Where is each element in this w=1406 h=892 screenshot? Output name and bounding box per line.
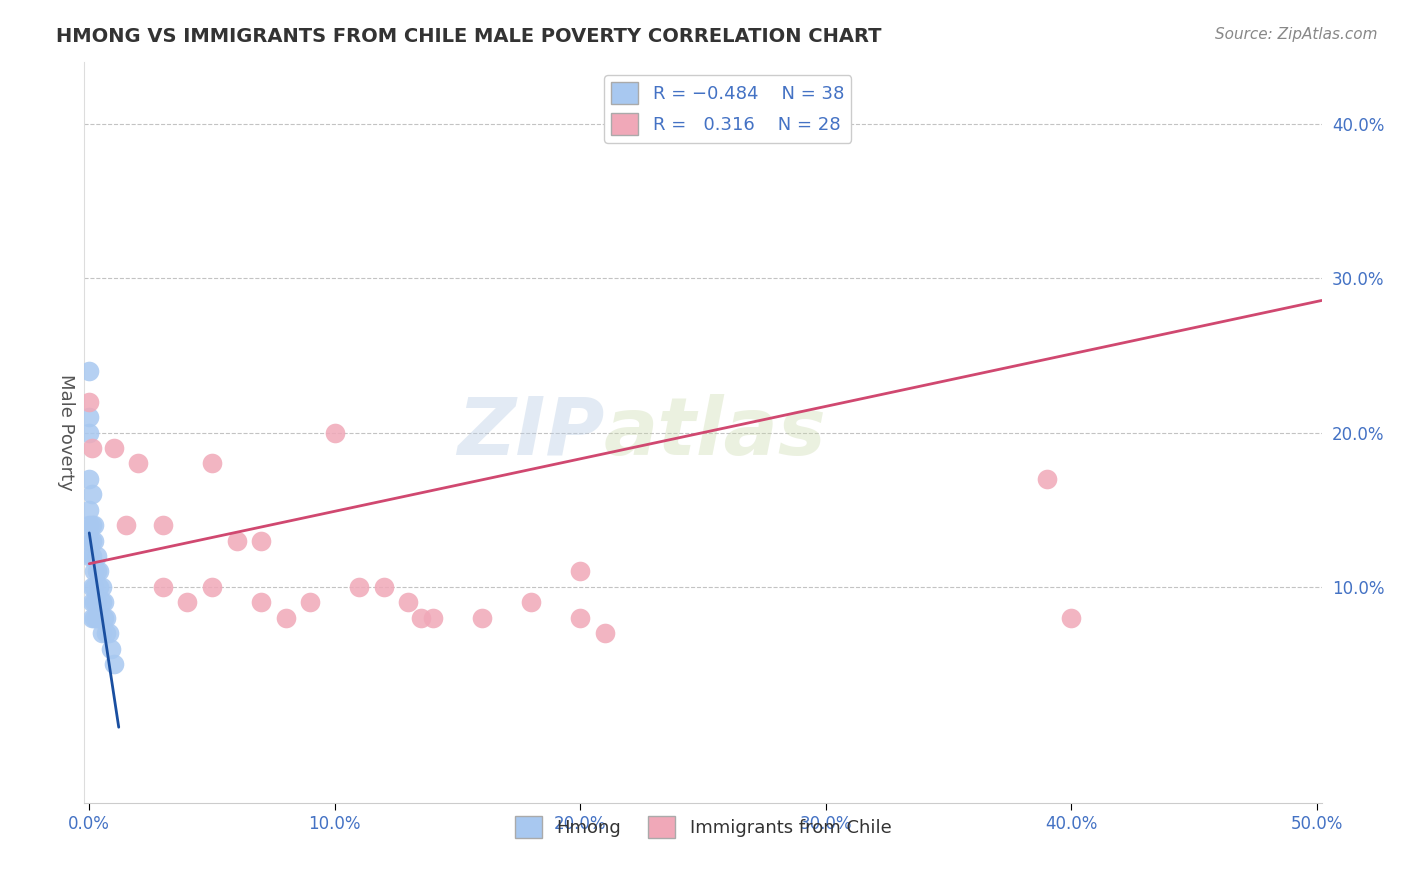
Point <box>90 626 112 640</box>
Point <box>80 441 103 455</box>
Point <box>87 580 110 594</box>
Point <box>80 533 103 548</box>
Point <box>86 610 108 624</box>
Point <box>100 641 122 656</box>
Point <box>152 580 174 594</box>
Point <box>274 610 297 624</box>
Point <box>569 565 592 579</box>
Point <box>83 610 105 624</box>
Point <box>80 595 103 609</box>
Point <box>152 518 174 533</box>
Point <box>103 657 125 671</box>
Point <box>250 595 273 609</box>
Point <box>103 441 125 455</box>
Point <box>83 518 105 533</box>
Point <box>1060 610 1083 624</box>
Point <box>323 425 346 440</box>
Point <box>176 595 198 609</box>
Point <box>1035 472 1057 486</box>
Point <box>77 518 100 533</box>
Point <box>86 565 108 579</box>
Point <box>87 610 110 624</box>
Point <box>77 364 100 378</box>
Point <box>86 595 108 609</box>
Point <box>80 549 103 563</box>
Point <box>77 394 100 409</box>
Point <box>569 610 592 624</box>
Point <box>77 533 100 548</box>
Point <box>96 626 118 640</box>
Point <box>225 533 247 548</box>
Point <box>83 595 105 609</box>
Point <box>115 518 138 533</box>
Point <box>80 487 103 501</box>
Point <box>77 472 100 486</box>
Point <box>90 580 112 594</box>
Point <box>77 549 100 563</box>
Y-axis label: Male Poverty: Male Poverty <box>56 375 75 491</box>
Point <box>96 610 118 624</box>
Point <box>83 565 105 579</box>
Point <box>86 549 108 563</box>
Point <box>77 502 100 516</box>
Legend: Hmong, Immigrants from Chile: Hmong, Immigrants from Chile <box>508 809 898 846</box>
Point <box>373 580 395 594</box>
Point <box>80 610 103 624</box>
Point <box>80 518 103 533</box>
Text: atlas: atlas <box>605 393 827 472</box>
Point <box>201 457 224 471</box>
Point <box>127 457 149 471</box>
Point <box>77 410 100 425</box>
Point <box>250 533 273 548</box>
Text: ZIP: ZIP <box>457 393 605 472</box>
Point <box>299 595 322 609</box>
Point <box>97 626 120 640</box>
Point <box>83 533 105 548</box>
Point <box>83 580 105 594</box>
Point <box>93 595 115 609</box>
Point <box>593 626 616 640</box>
Point <box>349 580 371 594</box>
Point <box>80 580 103 594</box>
Point <box>87 565 110 579</box>
Text: HMONG VS IMMIGRANTS FROM CHILE MALE POVERTY CORRELATION CHART: HMONG VS IMMIGRANTS FROM CHILE MALE POVE… <box>56 27 882 45</box>
Point <box>93 610 115 624</box>
Point <box>422 610 444 624</box>
Point <box>471 610 494 624</box>
Point <box>520 595 543 609</box>
Point <box>396 595 419 609</box>
Point <box>409 610 432 624</box>
Text: Source: ZipAtlas.com: Source: ZipAtlas.com <box>1215 27 1378 42</box>
Point <box>90 595 112 609</box>
Point <box>201 580 224 594</box>
Point <box>77 425 100 440</box>
